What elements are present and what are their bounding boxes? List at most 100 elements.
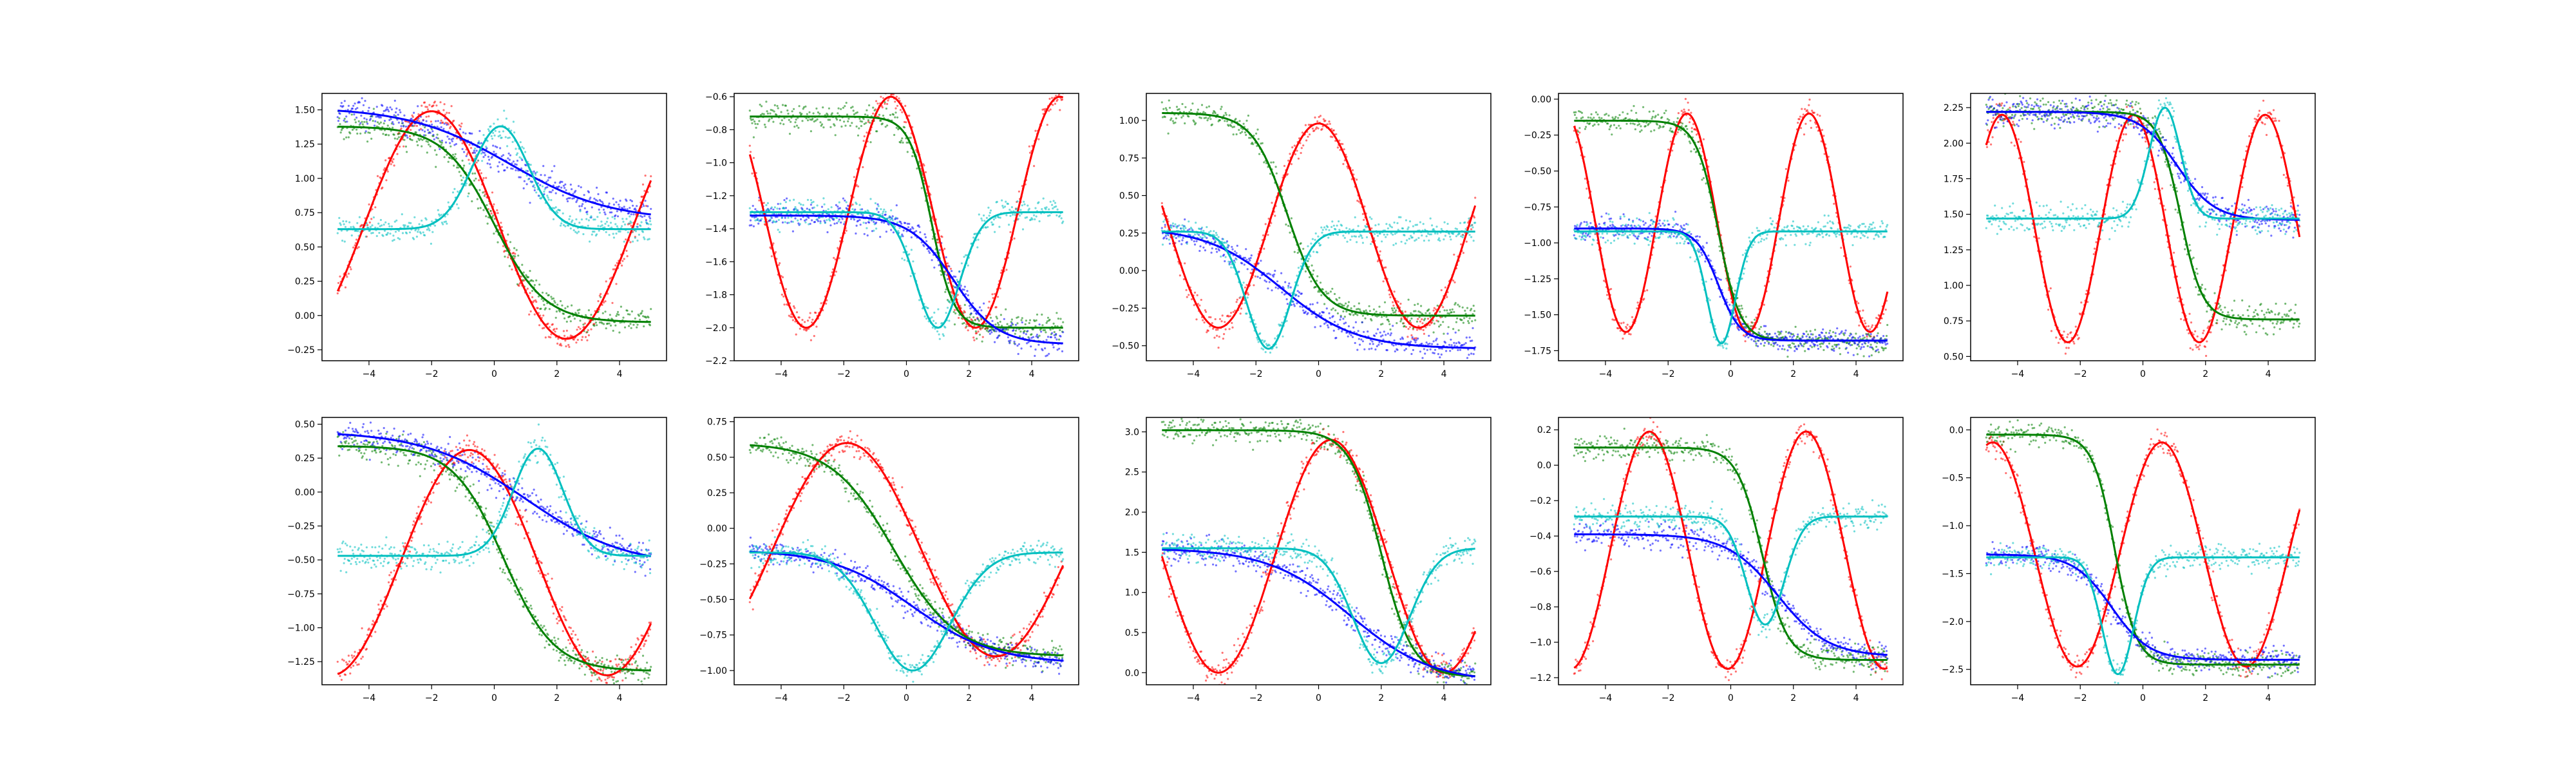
data-point	[1356, 314, 1359, 316]
data-point	[752, 118, 754, 121]
data-point	[822, 106, 824, 109]
data-point	[965, 325, 968, 328]
data-point	[1452, 280, 1455, 282]
data-point	[1378, 341, 1381, 344]
data-point	[859, 120, 862, 122]
data-point	[608, 234, 611, 236]
data-point	[1440, 227, 1443, 231]
data-point	[1411, 336, 1414, 339]
data-point	[1182, 115, 1184, 117]
data-point	[1356, 348, 1359, 351]
data-point	[383, 167, 386, 169]
data-point	[960, 317, 963, 320]
data-point	[648, 215, 650, 218]
data-point	[1622, 321, 1625, 324]
data-point	[895, 107, 897, 110]
data-point	[1375, 332, 1378, 335]
data-point	[887, 224, 890, 226]
data-point	[784, 104, 787, 107]
data-point	[871, 215, 874, 217]
data-point	[1336, 146, 1339, 149]
data-point	[1363, 229, 1366, 231]
data-point	[497, 170, 500, 173]
data-point	[533, 170, 535, 173]
data-point	[1175, 226, 1179, 229]
data-point	[976, 338, 978, 340]
data-point	[1626, 323, 1629, 326]
data-point	[442, 121, 444, 124]
data-point	[390, 118, 392, 120]
data-point	[1325, 292, 1328, 295]
data-point	[847, 120, 849, 122]
data-point	[361, 123, 364, 126]
data-point	[963, 321, 965, 325]
data-point	[1290, 217, 1293, 220]
data-point	[902, 251, 905, 254]
data-point	[866, 131, 868, 134]
data-point	[1454, 344, 1456, 347]
data-point	[1259, 277, 1262, 280]
data-point	[1360, 338, 1363, 341]
data-point	[940, 274, 943, 276]
data-point	[1021, 321, 1023, 324]
data-point	[1339, 149, 1341, 151]
data-point	[361, 97, 363, 100]
data-point	[1020, 319, 1023, 321]
data-point	[1178, 108, 1180, 111]
data-point	[350, 268, 352, 271]
data-point	[1351, 169, 1354, 171]
data-point	[847, 204, 849, 207]
data-point	[1435, 308, 1437, 310]
data-point	[351, 108, 354, 110]
data-point	[1345, 310, 1348, 313]
data-point	[1346, 166, 1349, 168]
data-point	[556, 342, 559, 345]
data-point	[1206, 119, 1209, 122]
data-point	[1058, 93, 1061, 96]
data-point	[1464, 221, 1466, 224]
data-point	[827, 119, 829, 121]
data-point	[831, 213, 835, 216]
data-point	[591, 206, 593, 209]
data-point	[749, 151, 752, 153]
data-point	[369, 117, 372, 120]
data-point	[808, 223, 810, 225]
data-point	[552, 297, 555, 300]
data-point	[1249, 320, 1252, 323]
data-point	[561, 304, 564, 307]
data-point	[644, 200, 647, 202]
data-point	[1052, 343, 1054, 346]
data-point	[1461, 306, 1464, 309]
data-point	[354, 102, 356, 105]
data-point	[1314, 116, 1316, 119]
data-point	[966, 316, 969, 319]
data-point	[350, 234, 353, 237]
data-point	[418, 223, 421, 225]
data-point	[758, 220, 761, 222]
data-point	[392, 240, 394, 242]
data-point	[748, 110, 751, 112]
data-point	[1361, 314, 1364, 317]
data-point	[435, 104, 438, 107]
data-point	[609, 277, 611, 280]
data-point	[641, 231, 645, 233]
data-point	[1370, 218, 1373, 220]
data-point	[424, 234, 426, 236]
data-point	[1055, 332, 1057, 336]
data-point	[361, 120, 363, 123]
data-point	[394, 111, 397, 113]
data-point	[892, 113, 895, 116]
data-point	[572, 193, 574, 195]
data-point	[766, 209, 768, 211]
data-point	[1443, 221, 1446, 224]
data-point	[1341, 305, 1344, 307]
data-point	[1307, 135, 1309, 138]
data-point	[565, 329, 568, 332]
data-point	[1332, 233, 1334, 236]
data-point	[1414, 240, 1416, 242]
data-point	[1381, 343, 1383, 345]
data-point	[1245, 119, 1248, 122]
data-point	[1168, 106, 1171, 109]
data-point	[1271, 202, 1273, 204]
data-point	[514, 253, 516, 255]
